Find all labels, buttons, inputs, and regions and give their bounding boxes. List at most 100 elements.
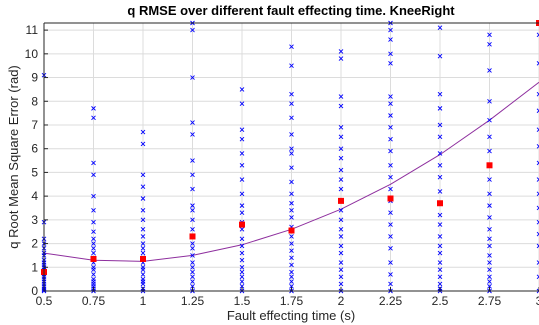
sample-point — [536, 288, 539, 294]
sample-point — [140, 141, 146, 147]
sample-point — [289, 132, 294, 137]
sample-point — [437, 281, 443, 287]
sample-point — [239, 203, 245, 208]
y-tick-label: 4 — [31, 189, 38, 203]
sample-point — [487, 134, 492, 140]
sample-point — [338, 234, 344, 239]
sample-point — [487, 283, 492, 289]
sample-point — [91, 115, 96, 121]
sample-point — [338, 56, 344, 61]
sample-point — [487, 253, 492, 258]
sample-point — [487, 260, 492, 265]
sample-point — [536, 144, 539, 149]
sample-point — [289, 269, 294, 275]
sample-point — [536, 260, 539, 265]
sample-point — [190, 186, 195, 192]
chart-title: q RMSE over different fault effecting ti… — [127, 3, 455, 18]
sample-point — [388, 210, 393, 216]
sample-point — [289, 115, 294, 121]
sample-point — [338, 267, 344, 272]
sample-point — [239, 243, 245, 249]
mean-point — [437, 200, 443, 207]
sample-point — [437, 189, 443, 194]
y-tick-label: 8 — [31, 94, 38, 108]
sample-point — [190, 132, 195, 137]
sample-point — [338, 155, 344, 161]
sample-point — [239, 236, 245, 242]
sample-point — [388, 174, 393, 180]
sample-point — [388, 27, 393, 33]
sample-point — [487, 274, 492, 280]
x-tick-label: 0.5 — [36, 294, 53, 308]
sample-point — [487, 267, 492, 272]
mean-point — [387, 195, 394, 202]
y-tick-label: 2 — [31, 237, 38, 251]
sample-point — [91, 208, 96, 213]
sample-point — [239, 264, 245, 270]
y-tick-label: 9 — [31, 71, 38, 85]
sample-point — [437, 151, 443, 156]
sample-point — [487, 98, 492, 104]
sample-point — [289, 241, 294, 246]
sample-point — [487, 32, 492, 38]
sample-point — [140, 267, 146, 272]
sample-point — [190, 208, 195, 213]
x-tick-label: 2.75 — [478, 294, 502, 308]
sample-point — [388, 162, 393, 168]
x-tick-label: 0.75 — [82, 294, 106, 308]
sample-point — [388, 37, 393, 42]
sample-point — [487, 68, 492, 73]
axes-layer: 0.5 0.75 1 1.25 1.5 1.75 2 2.25 2.5 2.75 3 0 1 2 3 4 5 6 7… — [25, 22, 539, 308]
mean-point — [189, 233, 196, 240]
mean-point — [140, 255, 146, 262]
sample-point — [239, 274, 245, 280]
sample-point — [190, 227, 195, 232]
sample-point — [388, 61, 393, 66]
sample-point — [190, 260, 195, 265]
sample-point — [338, 49, 344, 54]
sample-point — [437, 274, 443, 280]
sample-point — [487, 177, 492, 182]
sample-point — [536, 231, 539, 237]
sample-point — [487, 42, 492, 47]
sample-point — [190, 279, 195, 284]
sample-point — [289, 44, 294, 50]
sample-point — [190, 120, 195, 125]
sample-point — [239, 227, 245, 232]
sample-point — [239, 87, 245, 92]
sample-point — [239, 191, 245, 197]
sample-point — [338, 217, 344, 223]
sample-point — [388, 186, 393, 192]
sample-point — [536, 108, 539, 114]
sample-point — [239, 269, 245, 275]
sample-point — [239, 127, 245, 133]
sample-point — [338, 227, 344, 232]
sample-point — [140, 241, 146, 246]
sample-point — [91, 106, 96, 111]
sample-point — [338, 125, 344, 130]
sample-point — [289, 255, 294, 261]
sample-point — [388, 260, 393, 265]
sample-point — [289, 283, 294, 289]
y-tick-label: 1 — [31, 260, 38, 274]
sample-point — [190, 283, 195, 289]
sample-point — [338, 167, 344, 173]
sample-point — [338, 281, 344, 287]
sample-point — [338, 274, 344, 280]
sample-point — [388, 281, 393, 287]
sample-point — [239, 250, 245, 256]
sample-point — [289, 151, 294, 156]
sample-point — [437, 162, 443, 168]
sample-point — [140, 227, 146, 232]
sample-point — [536, 91, 539, 97]
sample-point — [388, 125, 393, 130]
sample-point — [487, 215, 492, 220]
sample-point — [289, 262, 294, 268]
sample-point — [437, 122, 443, 128]
sample-point — [437, 267, 443, 272]
sample-point — [91, 267, 96, 272]
sample-point — [437, 243, 443, 249]
sample-point — [239, 283, 245, 289]
